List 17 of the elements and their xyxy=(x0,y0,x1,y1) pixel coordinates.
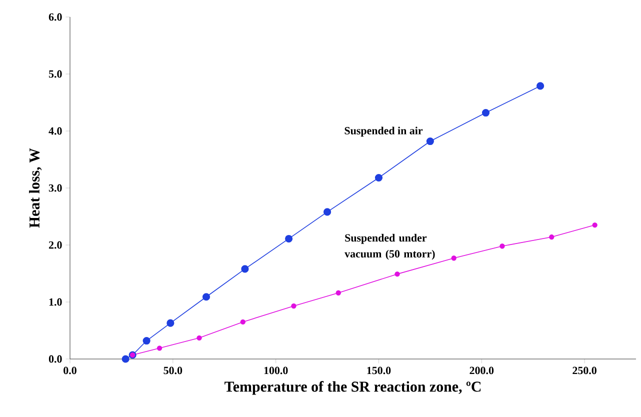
x-tick-label: 50.0 xyxy=(164,366,182,374)
x-tick-label: 100.0 xyxy=(264,366,288,374)
y-tick-label: 4.0 xyxy=(48,127,62,135)
y-axis-title: Heat loss, W xyxy=(29,148,42,228)
series-label: Suspended under vacuum (50 mtorr) xyxy=(344,234,435,260)
y-tick-label: 1.0 xyxy=(49,298,62,306)
x-tick-label: 0.0 xyxy=(64,366,76,374)
x-tick-label: 250.0 xyxy=(572,366,596,374)
y-tick-label: 0.0 xyxy=(48,355,62,363)
y-tick-label: 5.0 xyxy=(48,70,62,78)
x-tick-label: 150.0 xyxy=(367,366,391,374)
x-axis-title: Temperature of the SR reaction zone, ºC xyxy=(224,381,481,395)
y-tick-label: 2.0 xyxy=(48,241,62,249)
y-tick-label: 3.0 xyxy=(48,184,62,192)
x-tick-label: 200.0 xyxy=(470,366,494,374)
y-tick-label: 6.0 xyxy=(48,13,62,21)
series-label: Suspended in air xyxy=(344,126,423,137)
